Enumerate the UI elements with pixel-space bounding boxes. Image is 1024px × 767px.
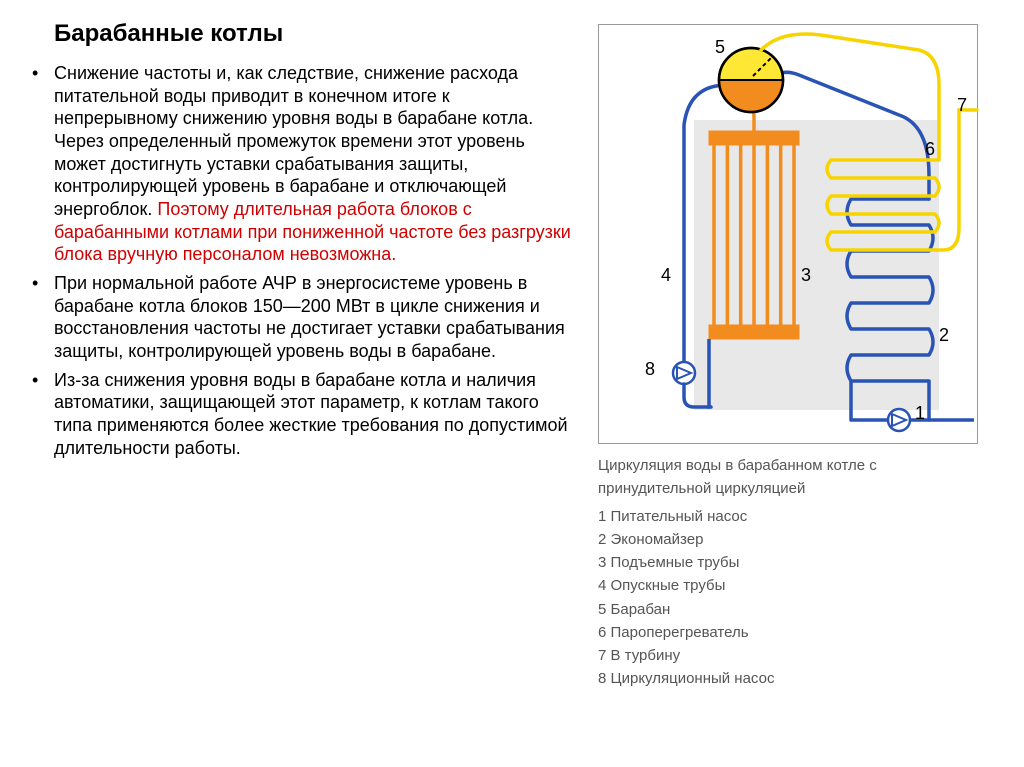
diagram-label-4: 4 xyxy=(661,265,671,286)
diagram-label-5: 5 xyxy=(715,37,725,58)
boiler-diagram: 1 2 3 4 5 6 7 8 xyxy=(598,24,978,444)
diagram-label-3: 3 xyxy=(801,265,811,286)
left-column: Барабанные котлы Снижение частоты и, как… xyxy=(18,20,578,691)
legend-item: 3 Подъемные трубы xyxy=(598,551,988,574)
diagram-label-2: 2 xyxy=(939,325,949,346)
diagram-label-8: 8 xyxy=(645,359,655,380)
legend-item: 7 В турбину xyxy=(598,644,988,667)
bullet-list: Снижение частоты и, как следствие, сниже… xyxy=(18,62,578,459)
bullet-item: Снижение частоты и, как следствие, сниже… xyxy=(18,62,578,266)
slide: Барабанные котлы Снижение частоты и, как… xyxy=(0,0,1024,711)
legend-item: 4 Опускные трубы xyxy=(598,574,988,597)
diagram-caption: Циркуляция воды в барабанном котле с при… xyxy=(598,454,988,691)
diagram-label-6: 6 xyxy=(925,139,935,160)
bullet-text: Из-за снижения уровня воды в барабане ко… xyxy=(54,370,568,458)
legend-item: 2 Экономайзер xyxy=(598,528,988,551)
diagram-label-1: 1 xyxy=(915,403,925,424)
diagram-label-7: 7 xyxy=(957,95,967,116)
bullet-text: При нормальной работе АЧР в энергосистем… xyxy=(54,273,565,361)
legend-item: 5 Барабан xyxy=(598,598,988,621)
legend-item: 8 Циркуляционный насос xyxy=(598,667,988,690)
bullet-text: Снижение частоты и, как следствие, сниже… xyxy=(54,63,533,219)
legend-list: 1 Питательный насос 2 Экономайзер 3 Подъ… xyxy=(598,505,988,691)
bullet-item: Из-за снижения уровня воды в барабане ко… xyxy=(18,369,578,460)
legend-item: 1 Питательный насос xyxy=(598,505,988,528)
caption-title: Циркуляция воды в барабанном котле с при… xyxy=(598,454,988,501)
right-column: 1 2 3 4 5 6 7 8 Циркуляция воды в бараба… xyxy=(598,20,988,691)
legend-item: 6 Пароперегреватель xyxy=(598,621,988,644)
bullet-item: При нормальной работе АЧР в энергосистем… xyxy=(18,272,578,363)
page-title: Барабанные котлы xyxy=(18,20,578,48)
